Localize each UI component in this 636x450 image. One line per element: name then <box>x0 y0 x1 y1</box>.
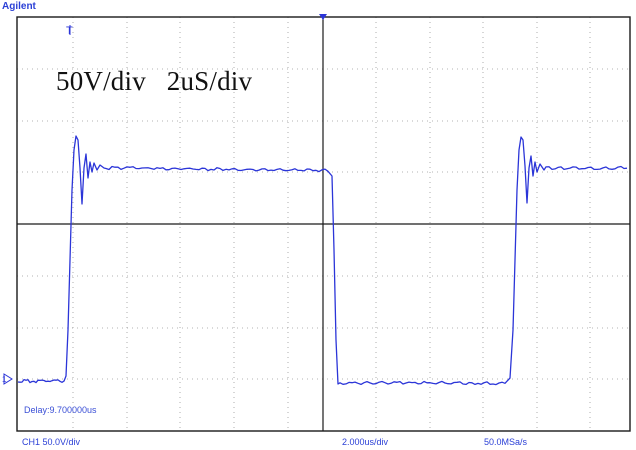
graticule-grid <box>17 17 630 431</box>
channel1-waveform-trace <box>17 135 628 386</box>
delay-readout: Delay:9.700000us <box>24 405 97 415</box>
sample-rate-readout: 50.0MSa/s <box>484 437 528 447</box>
channel-scale-readout: CH1 50.0V/div <box>22 437 81 447</box>
trigger-position-marker <box>319 14 327 20</box>
scale-annotation: 50V/div 2uS/div <box>56 66 253 96</box>
channel1-ground-marker-icon: 1 <box>2 373 13 385</box>
trigger-level-marker-icon: T <box>66 25 73 37</box>
ground-marker-glyph: 1 <box>2 375 7 384</box>
timebase-readout: 2.000us/div <box>342 437 389 447</box>
center-axes <box>17 17 630 431</box>
brand-logo-text: Agilent <box>2 1 36 12</box>
